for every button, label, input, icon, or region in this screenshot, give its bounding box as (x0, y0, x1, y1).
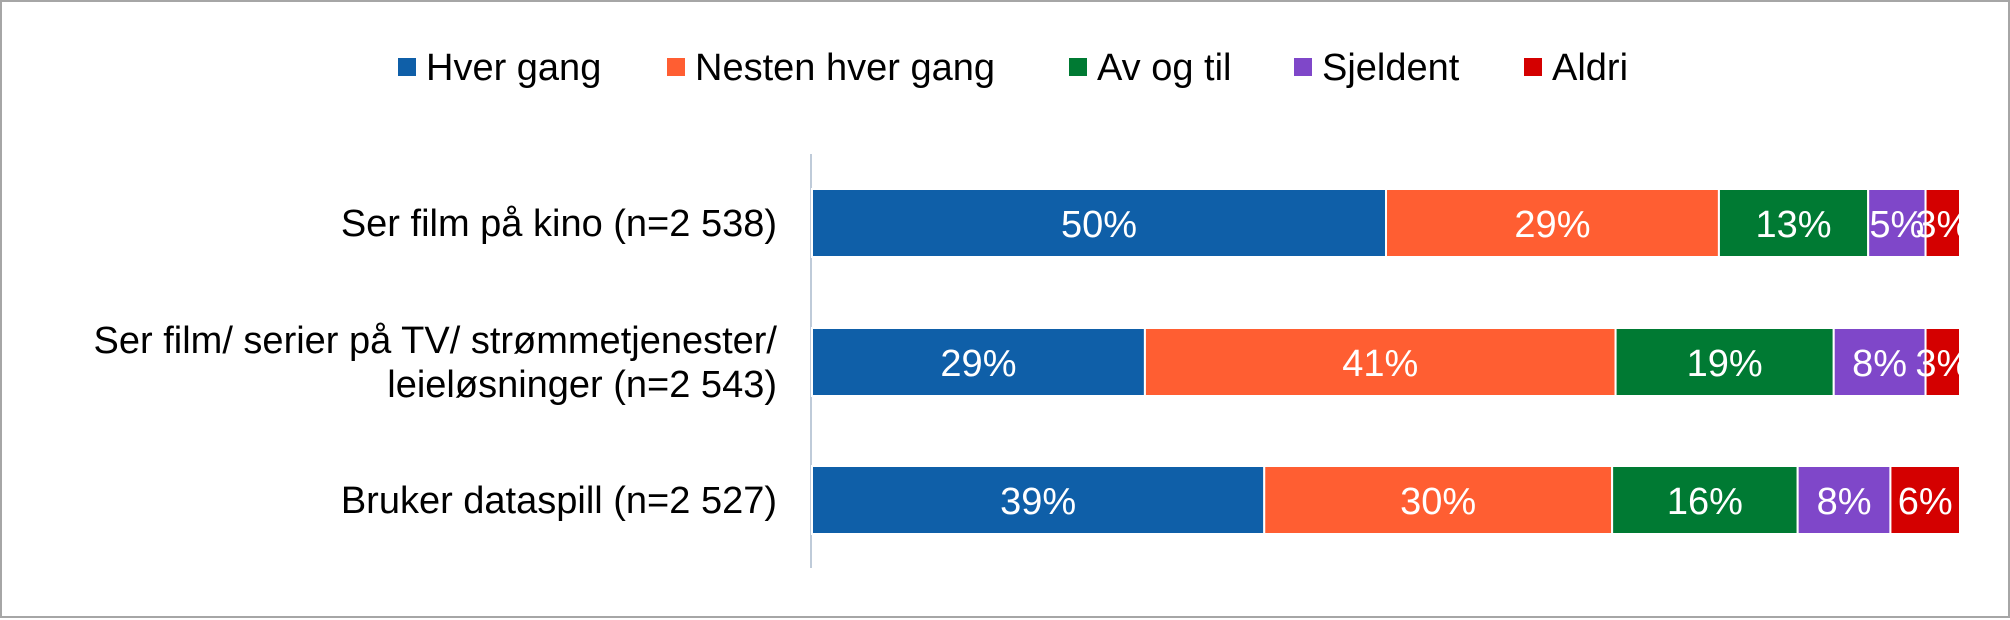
data-label-row1-series1: 50% (1061, 204, 1137, 246)
data-label-row1-series2: 29% (1514, 204, 1590, 246)
data-label-row3-series2: 30% (1400, 481, 1476, 523)
category-label-3: Bruker dataspill (n=2 527) (341, 480, 777, 522)
data-label-row2-series4: 8% (1852, 343, 1907, 385)
legend: Hver gang Nesten hver gang Av og til Sjelde… (398, 47, 1628, 89)
legend-label-3: Av og til (1097, 47, 1231, 89)
category-label-2-line-1: Ser film/ serier på TV/ strømmetjenester… (94, 320, 778, 362)
legend-swatch-5 (1524, 58, 1542, 76)
data-label-row2-series2: 41% (1342, 343, 1418, 385)
legend-swatch-1 (398, 58, 416, 76)
legend-label-4: Sjeldent (1322, 47, 1460, 89)
data-label-row3-series3: 16% (1667, 481, 1743, 523)
legend-swatch-3 (1069, 58, 1087, 76)
bar-segment-row1-series5 (1924, 188, 1962, 258)
data-label-row1-series3: 13% (1756, 204, 1832, 246)
bar-segment-row3-series3 (1611, 465, 1799, 535)
bar-segment-row3-series5 (1889, 465, 1961, 535)
bar-segment-row3-series4 (1796, 465, 1892, 535)
data-label-row1-series4: 5% (1869, 204, 1924, 246)
legend-label-5: Aldri (1552, 47, 1628, 89)
bar-segment-row2-series1 (811, 327, 1146, 397)
legend-swatch-2 (667, 58, 685, 76)
bar-segment-row1-series2 (1385, 188, 1720, 258)
data-labels: 50% 29% 13% 5%3%29% 41% 19% 8% 3%39% 30% 16% 8% 6% (940, 204, 1970, 523)
bar-segment-row2-series4 (1832, 327, 1927, 397)
data-label-row1-series5: 3% (1915, 204, 1970, 246)
category-label-1: Ser film på kino (n=2 538) (341, 203, 777, 245)
legend-swatch-4 (1294, 58, 1312, 76)
data-label-row3-series5: 6% (1898, 481, 1953, 523)
data-label-row3-series1: 39% (1000, 481, 1076, 523)
data-label-row2-series5: 3% (1915, 343, 1970, 385)
data-label-row2-series3: 19% (1687, 343, 1763, 385)
bars (811, 188, 1962, 535)
category-label-2-line-2: leieløsninger (n=2 543) (387, 364, 777, 406)
legend-label-1: Hver gang (426, 47, 601, 89)
bar-segment-row1-series3 (1717, 188, 1870, 258)
data-label-row3-series4: 8% (1817, 481, 1872, 523)
legend-label-2: Nesten hver gang (695, 47, 995, 89)
category-labels: Ser film på kino (n=2 538) Ser film/ seri… (94, 203, 778, 522)
bar-segment-row3-series1 (811, 465, 1266, 535)
bar-segment-row2-series5 (1924, 327, 1962, 397)
data-label-row2-series1: 29% (940, 343, 1016, 385)
